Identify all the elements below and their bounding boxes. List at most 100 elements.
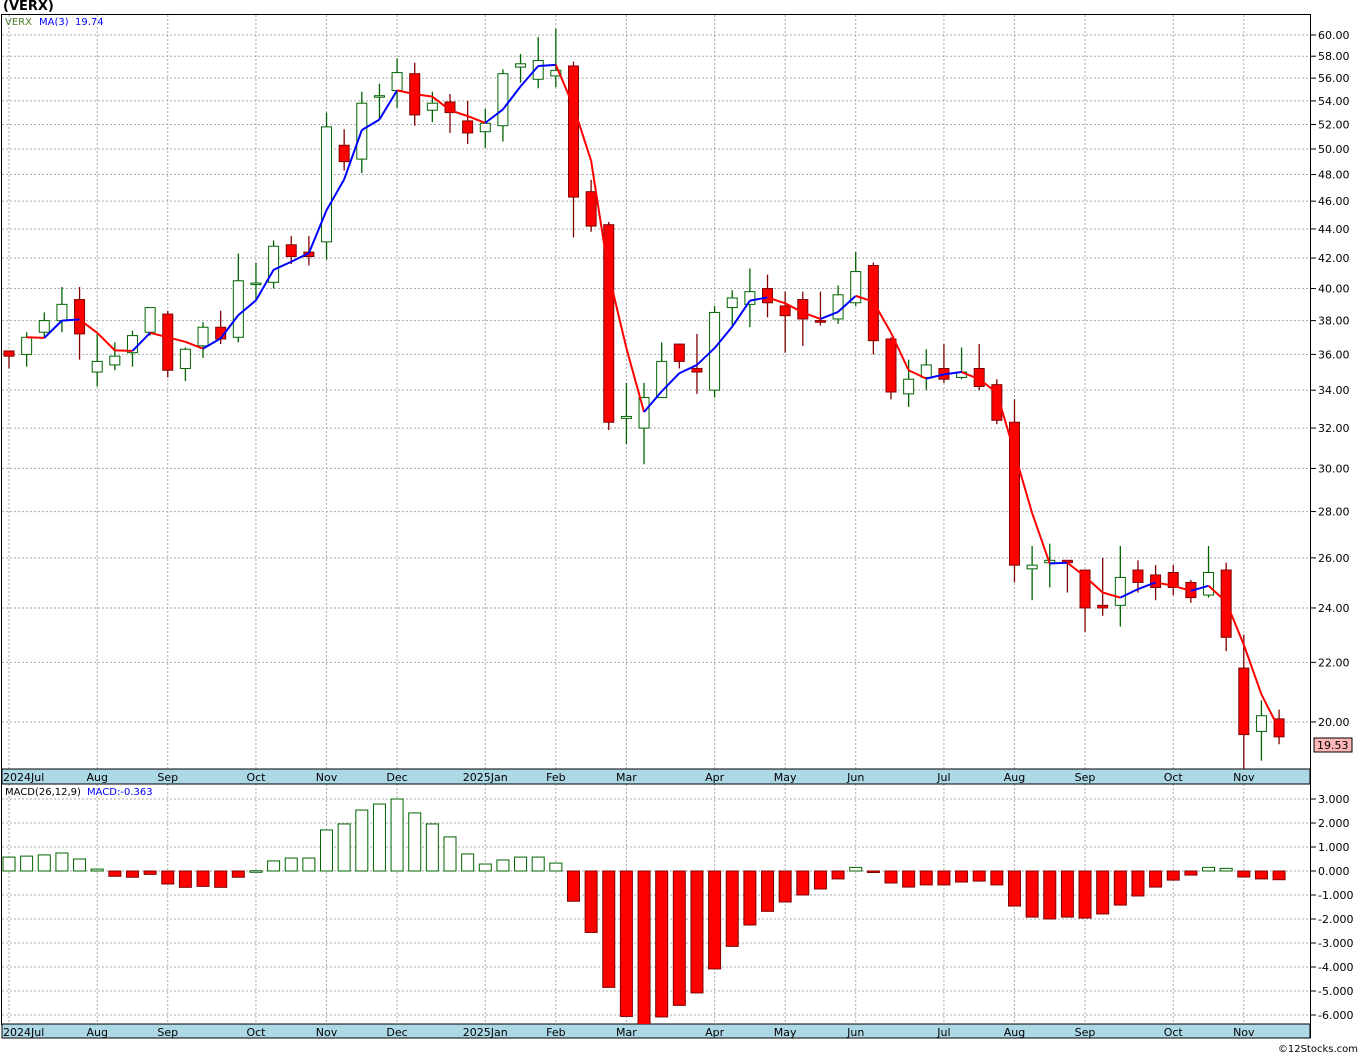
ma-segment [1155,581,1174,587]
candle [126,330,138,367]
candle-body [850,271,862,304]
ma-segment [167,336,186,343]
candlesticks [3,28,1285,769]
ma-segment [1172,584,1192,592]
ma-segment [1066,561,1086,578]
candle [532,37,544,89]
price-tick-label: 36.00 [1318,348,1350,361]
candle [373,83,385,119]
macd-bar [478,863,492,872]
candle [56,286,68,333]
ma-segment [572,106,593,162]
month-label: May [774,771,797,784]
candle [91,333,103,387]
month-label: Sep [157,771,178,784]
candle-body [391,72,403,92]
candle [1097,557,1109,616]
macd-bar [337,823,351,872]
last-price-box [1313,737,1353,753]
macd-tick-label: -6.000 [1318,1009,1353,1022]
candle-body [285,244,297,258]
macd-bar [919,870,933,886]
macd-bar [619,870,633,1017]
ma-segment [307,209,328,254]
ma-segment [1049,561,1068,565]
macd-bar [761,870,775,912]
macd-bar [461,853,475,872]
price-tick-label: 48.00 [1318,169,1350,182]
ma-segment [713,326,734,349]
ma-segment [1190,584,1209,592]
candle [814,291,826,326]
candle [585,179,597,232]
ma-segment [502,85,522,111]
candle [1026,545,1038,601]
price-tick-label: 28.00 [1318,506,1350,519]
ma-segment [78,318,98,334]
candle-body [656,360,668,399]
candle [38,312,50,338]
ma-segment [749,296,768,302]
month-label: Dec [386,1026,407,1039]
candle-body [797,299,809,320]
macd-bar [1131,870,1145,897]
macd-bar [1272,870,1286,881]
ma-segment [414,93,433,98]
candle-body [479,122,491,133]
candle [1238,634,1250,769]
macd-bar [320,829,334,872]
copyright: ©12Stocks.com [1277,1044,1358,1055]
candle-body [426,102,438,111]
price-tick-label: 60.00 [1318,29,1350,42]
ma-segment [625,347,646,413]
ma-segment [273,260,292,271]
price-tick-label: 42.00 [1318,252,1350,265]
macd-bar [584,870,598,933]
price-tick-label: 40.00 [1318,283,1350,296]
candle [673,343,685,369]
candle [744,268,756,328]
candle-body [903,378,915,395]
candle-body [126,335,138,354]
gridlines [2,15,1310,1024]
macd-bar [355,809,369,872]
candle-body [1167,572,1179,588]
ma-segment [1260,693,1280,730]
ma-segment [1137,581,1156,591]
macd-bar [1237,870,1251,878]
candle-body [250,282,262,286]
month-label: Jul [936,1026,950,1039]
month-label: 2025Jan [463,1026,508,1039]
candle [338,129,350,171]
candle [391,58,403,108]
candle [74,286,86,360]
macd-tick-label: -5.000 [1318,985,1353,998]
macd-bar [655,870,669,1018]
ma-segment [1013,452,1034,514]
macd-bar [1219,867,1233,872]
candle [709,305,721,398]
legend-ma-value: 19.74 [75,17,104,28]
macd-bar [937,870,951,886]
price-tick-label: 50.00 [1318,143,1350,156]
candle [726,290,738,326]
macd-bar [690,870,704,994]
macd-bar [796,870,810,896]
macd-bar [1202,866,1216,872]
ma-segment [643,390,663,413]
month-label: Aug [1004,771,1025,784]
macd-bar [1184,870,1198,876]
price-x-axis-band [1,768,1311,785]
candle [638,382,650,465]
candle-body [814,320,826,323]
ma-segment [61,318,80,322]
candle [1203,545,1215,598]
candle [1255,700,1267,761]
ma-segment [202,337,222,350]
macd-bar [1043,870,1057,920]
candle-body [1150,574,1162,588]
ma-segment [484,108,504,124]
candle [1114,545,1126,627]
macd-bar [955,870,969,883]
macd-tick-label: 1.000 [1318,841,1350,854]
